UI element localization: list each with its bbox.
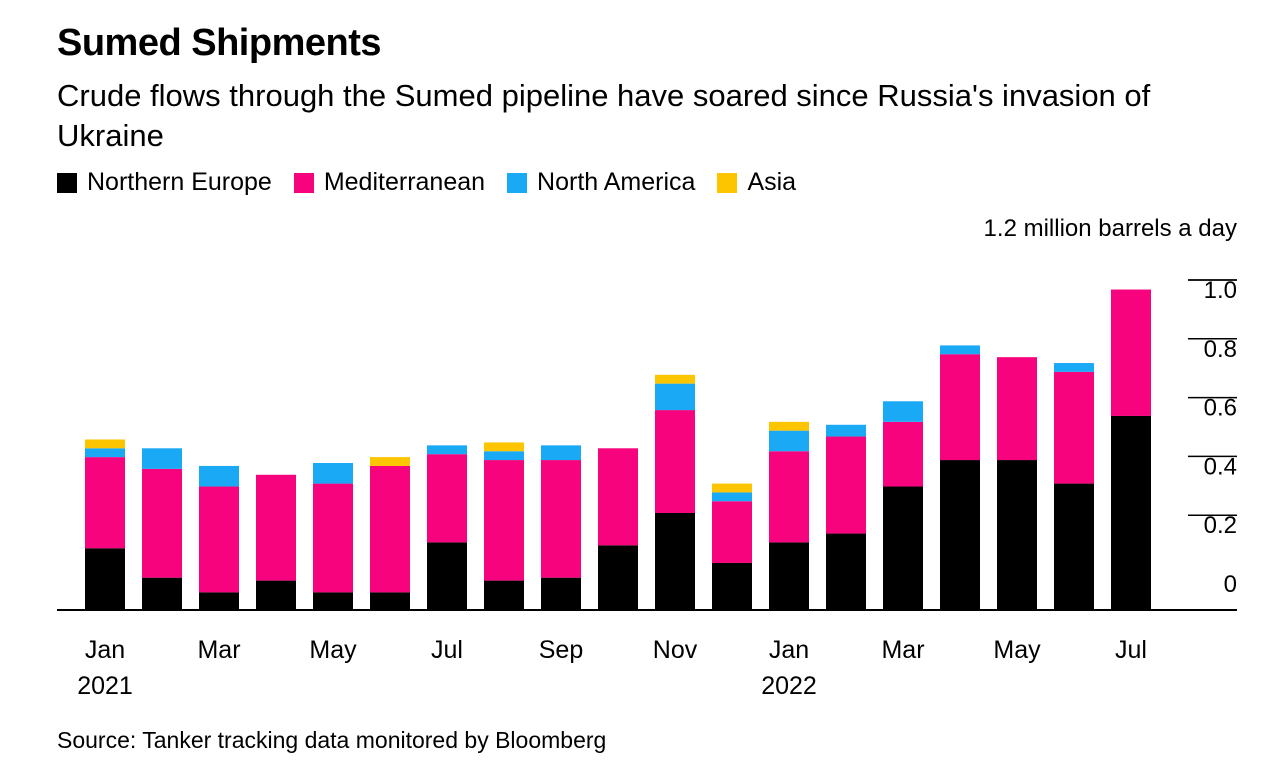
bar-segment-mediterranean xyxy=(883,421,923,487)
bar-segment-mediterranean xyxy=(313,483,353,593)
bar-segment-north-america xyxy=(199,465,239,487)
bar-segment-mediterranean xyxy=(541,460,581,578)
bar-segment-northern-europe xyxy=(85,548,125,610)
y-tick-label: 0 xyxy=(1224,571,1237,598)
bar-segment-mediterranean xyxy=(256,474,296,581)
bar-segment-north-america xyxy=(541,445,581,461)
source-note: Source: Tanker tracking data monitored b… xyxy=(57,727,607,753)
bar-segment-north-america xyxy=(883,401,923,422)
bar-segment-north-america xyxy=(826,424,866,437)
legend-label-north-america: North America xyxy=(537,168,696,196)
bar-segment-northern-europe xyxy=(826,533,866,610)
bar-segment-mediterranean xyxy=(769,451,809,543)
x-tick-label: Mar xyxy=(881,636,924,664)
legend-swatch-asia xyxy=(717,172,738,193)
bar-segment-north-america xyxy=(769,430,809,452)
y-tick-label: 0.8 xyxy=(1204,336,1237,363)
bar-segment-northern-europe xyxy=(199,592,239,610)
bar-segment-northern-europe xyxy=(256,580,296,610)
bar-segment-north-america xyxy=(313,463,353,484)
bar-segment-mediterranean xyxy=(1111,289,1151,416)
x-tick-label: May xyxy=(993,636,1041,664)
bar-segment-northern-europe xyxy=(370,592,410,610)
legend-label-mediterranean: Mediterranean xyxy=(323,168,486,196)
x-tick-year-label: 2022 xyxy=(761,672,817,700)
legend-swatch-northern-europe xyxy=(57,172,77,193)
legend-item-mediterranean: Mediterranean xyxy=(293,168,486,197)
y-tick-label: 0.4 xyxy=(1204,453,1237,480)
bar-segment-northern-europe xyxy=(712,562,752,610)
x-tick-label: Sep xyxy=(539,636,583,664)
bar-segment-asia xyxy=(769,421,809,431)
bar-segment-mediterranean xyxy=(484,460,524,581)
bar-segment-northern-europe xyxy=(1054,483,1094,610)
chart-subtitle: Crude flows through the Sumed pipeline h… xyxy=(57,78,1151,153)
bar-segment-northern-europe xyxy=(997,460,1037,610)
bar-segment-northern-europe xyxy=(655,512,695,610)
x-tick-label: May xyxy=(309,636,357,664)
legend-label-asia: Asia xyxy=(747,168,797,196)
bar-segment-northern-europe xyxy=(769,542,809,610)
y-tick-label: 0.2 xyxy=(1204,512,1237,539)
bar-segment-mediterranean xyxy=(199,486,239,593)
bar-segment-mediterranean xyxy=(940,354,980,461)
chart-legend: Northern Europe Mediterranean North Amer… xyxy=(57,168,818,197)
bar-segment-asia xyxy=(484,442,524,452)
bar-segment-north-america xyxy=(655,383,695,411)
bar-segment-northern-europe xyxy=(1111,415,1151,610)
legend-label-northern-europe: Northern Europe xyxy=(87,168,272,196)
bar-segment-mediterranean xyxy=(1054,371,1094,484)
bar-segment-north-america xyxy=(1054,363,1094,372)
bar-segment-mediterranean xyxy=(85,457,125,549)
bar-segment-mediterranean xyxy=(826,436,866,534)
bar-segment-mediterranean xyxy=(655,410,695,513)
x-tick-year-label: 2021 xyxy=(77,672,133,700)
legend-item-north-america: North America xyxy=(507,168,695,197)
legend-item-asia: Asia xyxy=(717,168,796,197)
bar-segment-mediterranean xyxy=(370,465,410,593)
bar-segment-north-america xyxy=(712,492,752,502)
bar-segment-asia xyxy=(712,483,752,493)
bar-segment-northern-europe xyxy=(883,486,923,610)
bar-segment-northern-europe xyxy=(598,545,638,610)
x-tick-label: Mar xyxy=(197,636,240,664)
bar-segment-northern-europe xyxy=(541,577,581,610)
bar-segment-mediterranean xyxy=(712,501,752,563)
legend-swatch-north-america xyxy=(507,172,528,193)
bar-segment-asia xyxy=(85,439,125,449)
bar-segment-mediterranean xyxy=(142,468,182,578)
bar-segment-northern-europe xyxy=(313,592,353,610)
y-unit-label: 1.2 million barrels a day xyxy=(984,215,1237,242)
bar-segment-north-america xyxy=(427,445,467,455)
bar-segment-mediterranean xyxy=(598,448,638,546)
bar-segment-north-america xyxy=(484,451,524,461)
legend-swatch-mediterranean xyxy=(293,172,314,193)
y-tick-label: 1.0 xyxy=(1204,277,1237,304)
bar-segment-mediterranean xyxy=(427,454,467,543)
legend-item-northern-europe: Northern Europe xyxy=(57,168,272,197)
x-tick-label: Jan xyxy=(769,636,809,664)
bar-segment-northern-europe xyxy=(940,460,980,610)
chart-title: Sumed Shipments xyxy=(57,22,382,64)
x-tick-label: Nov xyxy=(653,636,698,664)
bar-segment-north-america xyxy=(940,345,980,355)
bar-segment-asia xyxy=(655,374,695,384)
x-tick-label: Jul xyxy=(1115,636,1147,664)
bar-segment-northern-europe xyxy=(142,577,182,610)
bar-segment-northern-europe xyxy=(484,580,524,610)
bar-segment-north-america xyxy=(85,448,125,458)
x-tick-label: Jan xyxy=(85,636,125,664)
bar-segment-mediterranean xyxy=(997,357,1037,461)
y-tick-label: 0.6 xyxy=(1204,395,1237,422)
bar-segment-northern-europe xyxy=(427,542,467,610)
x-tick-label: Jul xyxy=(431,636,463,664)
bar-segment-north-america xyxy=(142,448,182,469)
bar-segment-asia xyxy=(370,457,410,466)
